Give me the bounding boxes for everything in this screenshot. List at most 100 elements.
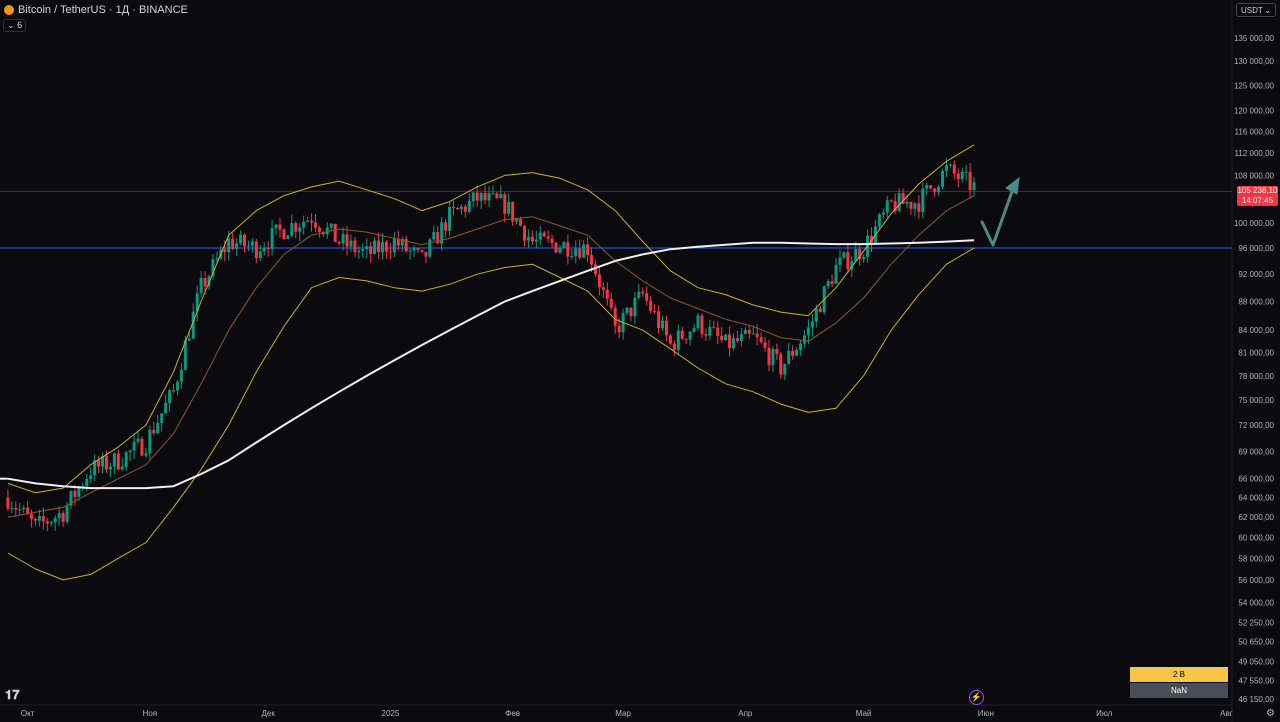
candle-body xyxy=(235,243,239,249)
candle-body xyxy=(310,220,314,223)
indicator-value-badge: 2 B xyxy=(1130,667,1228,682)
candle-body xyxy=(881,212,885,215)
candle-body xyxy=(341,234,345,244)
gear-icon[interactable]: ⚙ xyxy=(1266,708,1275,719)
chevron-down-icon: ⌄ xyxy=(7,20,15,30)
currency-select[interactable]: USDT ⌄ xyxy=(1236,3,1276,17)
candle-body xyxy=(33,518,37,521)
candle-body xyxy=(487,193,491,201)
price-tick-label: 135 000,00 xyxy=(1234,34,1275,43)
price-tick-label: 120 000,00 xyxy=(1234,107,1275,116)
candle-body xyxy=(333,223,337,242)
candle-body xyxy=(724,334,728,341)
candle-body xyxy=(526,236,530,241)
candle-body xyxy=(889,200,893,202)
time-tick-label: Июл xyxy=(1096,709,1113,718)
time-tick-label: Дек xyxy=(261,709,275,718)
candle-body xyxy=(542,232,546,237)
candle-body xyxy=(590,255,594,265)
candle-body xyxy=(452,206,456,209)
tradingview-logo[interactable]: 𝟏𝟕 xyxy=(5,687,20,702)
candle-body xyxy=(968,171,972,191)
candle-body xyxy=(795,350,799,356)
candle-body xyxy=(345,234,349,247)
candle-body xyxy=(826,281,830,287)
candle-body xyxy=(546,236,550,239)
candle-body xyxy=(877,214,881,227)
price-tick-label: 54 000,00 xyxy=(1238,598,1274,607)
candle-body xyxy=(369,246,373,254)
candle-body xyxy=(854,249,858,262)
candle-body xyxy=(270,228,274,249)
candle-body xyxy=(388,251,392,253)
price-tick-label: 92 000,00 xyxy=(1238,270,1274,279)
candle-body xyxy=(211,259,215,277)
candle-body xyxy=(89,475,93,479)
bolt-icon[interactable]: ⚡ xyxy=(969,690,984,705)
candle-body xyxy=(479,192,483,201)
candle-body xyxy=(49,522,53,524)
candle-body xyxy=(254,241,258,259)
candle-body xyxy=(321,231,325,235)
symbol-title[interactable]: Bitcoin / TetherUS · 1Д · BINANCE xyxy=(18,4,188,16)
candle-body xyxy=(215,258,219,260)
candle-body xyxy=(562,242,566,248)
candle-body xyxy=(810,321,814,328)
candle-body xyxy=(404,239,408,252)
candle-body xyxy=(692,328,696,332)
price-tick-label: 60 000,00 xyxy=(1238,533,1274,542)
candle-body xyxy=(14,508,18,510)
candle-body xyxy=(53,518,57,523)
candle-body xyxy=(964,171,968,173)
candle-body xyxy=(799,343,803,351)
candle-body xyxy=(85,478,89,487)
candle-body xyxy=(420,250,424,252)
candle-body xyxy=(700,315,704,335)
price-tick-label: 52 250,00 xyxy=(1238,619,1274,628)
candle-body xyxy=(550,238,554,243)
currency-label: USDT xyxy=(1241,5,1263,15)
candle-body xyxy=(93,460,97,476)
candle-body xyxy=(522,225,526,241)
candle-body xyxy=(503,194,507,214)
candle-body xyxy=(329,223,333,228)
price-tick-label: 130 000,00 xyxy=(1234,57,1275,66)
candle-body xyxy=(941,170,945,187)
candle-body xyxy=(132,441,136,451)
candle-body xyxy=(739,334,743,342)
candle-body xyxy=(223,249,227,253)
candle-body xyxy=(416,248,420,251)
candle-body xyxy=(842,252,846,258)
candle-body xyxy=(704,334,708,336)
candle-body xyxy=(278,224,282,230)
time-tick-label: 2025 xyxy=(382,709,400,718)
candle-body xyxy=(101,456,105,467)
candle-body xyxy=(664,320,668,336)
price-tick-label: 84 000,00 xyxy=(1238,326,1274,335)
candle-body xyxy=(645,293,649,301)
candle-body xyxy=(720,335,724,341)
candle-body xyxy=(917,203,921,213)
candle-body xyxy=(755,333,759,338)
candle-body xyxy=(69,490,73,506)
candle-body xyxy=(850,261,854,270)
price-tick-label: 72 000,00 xyxy=(1238,421,1274,430)
candle-body xyxy=(948,164,952,166)
forecast-arrow-head xyxy=(1005,176,1020,195)
candle-body xyxy=(148,429,152,454)
candle-body xyxy=(286,235,290,240)
candle-body xyxy=(901,193,905,204)
indicators-collapse-button[interactable]: ⌄ 6 xyxy=(3,19,27,32)
bollinger-basis-line xyxy=(7,195,975,518)
candle-body xyxy=(885,200,889,213)
time-tick-label: Мар xyxy=(615,709,631,718)
candle-body xyxy=(306,220,310,222)
candle-body xyxy=(317,227,321,232)
candle-body xyxy=(767,347,771,366)
price-tick-label: 116 000,00 xyxy=(1235,127,1275,136)
candle-body xyxy=(672,343,676,351)
candle-body xyxy=(156,422,160,434)
indicator-nan-badge: NaN xyxy=(1130,683,1228,698)
candle-body xyxy=(913,203,917,209)
